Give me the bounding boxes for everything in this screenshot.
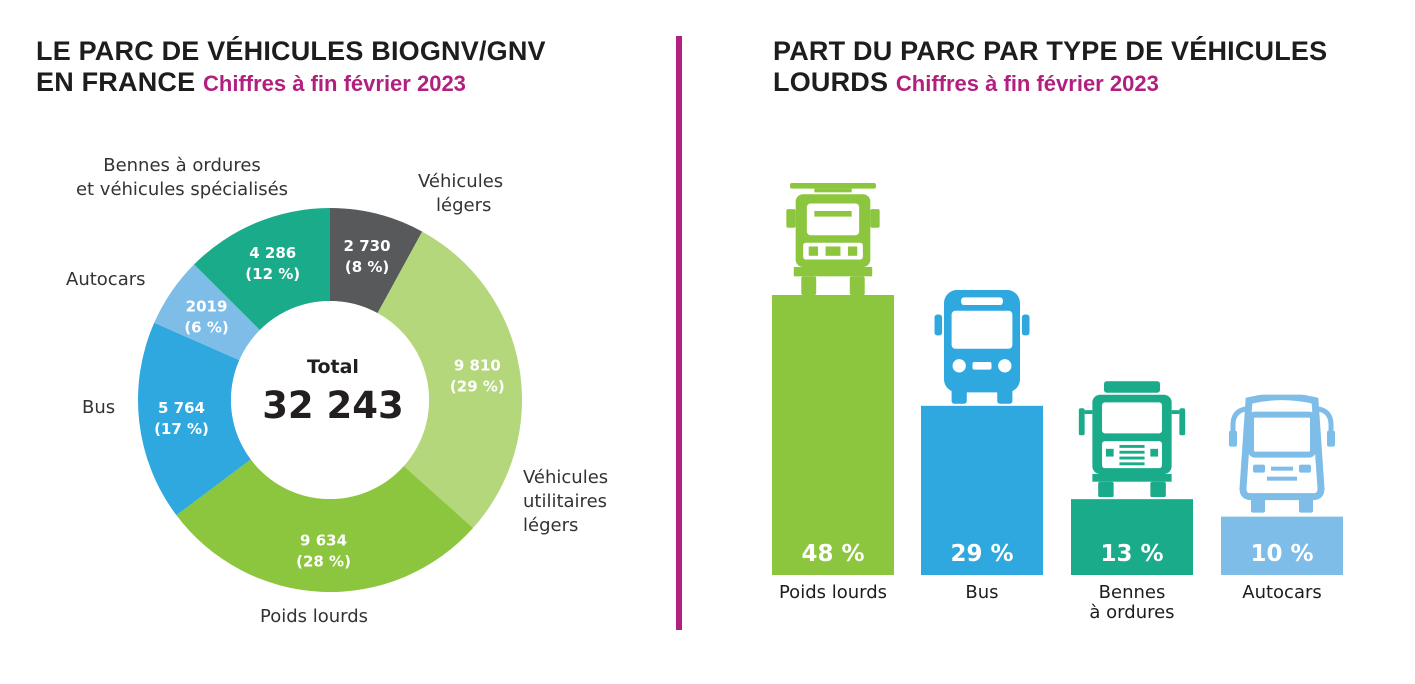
right-title-line2: LOURDS Chiffres à fin février 2023 [773,67,1333,99]
left-title-line2-main: EN FRANCE [36,67,196,97]
left-title-subtitle: Chiffres à fin février 2023 [203,71,466,96]
label-bennes: Bennes à ordures et véhicules spécialisé… [75,155,289,200]
donut-pct-label-bennes-a-ordures-et-vehicules-specialises: (12 %) [245,265,300,283]
garbage-truck-icon [1078,381,1186,498]
donut-value-label-bennes-a-ordures-et-vehicules-specialises: 4 286 [249,244,296,262]
bar-value-label-bus: 29 % [950,541,1013,567]
donut-slice-autocars [154,264,260,361]
donut-slice-vehicules-utilitaires-legers [377,231,522,529]
donut-center [231,301,429,499]
bar-category-label-poids-lourds: Poids lourds [758,583,908,603]
label-poids-lourds: Poids lourds [260,606,369,627]
bar-value-label-poids-lourds: 48 % [801,541,864,567]
donut-value-label-vehicules-utilitaires-legers: 9 810 [454,357,501,375]
donut-value-label-poids-lourds: 9 634 [300,531,347,549]
donut-pct-label-autocars: (6 %) [184,319,228,337]
donut-chart: 2 730 (8 %) 9 810 (29 %) 9 634 (28 %) 5 764 (17… [137,208,522,592]
label-vehicules-legers: Véhicules légers [418,171,504,216]
left-title-line2: EN FRANCE Chiffres à fin février 2023 [36,67,596,99]
coach-icon [1229,397,1335,513]
donut-pct-label-vehicules-utilitaires-legers: (29 %) [450,378,505,396]
bar-value-label-bennes-a-ordures: 13 % [1100,541,1163,567]
bar-value-label-autocars: 10 % [1250,541,1313,567]
truck-icon [786,183,880,295]
bar-poids-lourds [772,295,894,575]
donut-pct-label-bus: (17 %) [154,420,209,438]
bar-category-label-line: Autocars [1242,582,1322,603]
left-title-line1: LE PARC DE VÉHICULES BIOGNV/GNV [36,36,546,66]
donut-pct-label-vehicules-legers: (8 %) [345,258,389,276]
bar-category-label-line: Poids lourds [778,582,888,603]
bar-category-label-bus: Bus [907,583,1057,603]
label-autocars: Autocars [66,269,146,290]
donut-slice-bennes-a-ordures-et-vehicules-specialises [194,208,330,331]
donut-total-label: Total [307,356,359,378]
donut-slice-bus [137,322,251,516]
donut-pct-label-poids-lourds: (28 %) [296,552,351,570]
bar-category-label-line: Bennes [1098,582,1166,603]
right-title-line1: PART DU PARC PAR TYPE DE VÉHICULES [773,36,1328,66]
donut-value-label-autocars: 2019 [186,298,228,316]
bar-category-label-autocars: Autocars [1207,583,1357,603]
label-bus: Bus [82,397,116,418]
donut-value-label-vehicules-legers: 2 730 [344,237,391,255]
bar-category-label-line: Bus [965,582,999,603]
label-vehicules-utilitaires-legers: Véhicules utilitaires légers [523,467,609,536]
right-title-line2-main: LOURDS [773,67,889,97]
donut-total-value: 32 243 [262,384,404,427]
donut-slice-poids-lourds [176,459,474,592]
bar-bennes-a-ordures [1071,499,1193,575]
bus-icon [934,289,1030,404]
bar-category-label-line: à ordures [1089,602,1175,623]
bar-autocars [1221,516,1343,575]
section-divider [676,36,682,630]
right-title-subtitle: Chiffres à fin février 2023 [895,71,1159,96]
donut-slice-vehicules-legers [330,208,423,314]
right-chart-title: PART DU PARC PAR TYPE DE VÉHICULES LOURD… [773,36,1333,99]
left-chart-title: LE PARC DE VÉHICULES BIOGNV/GNV EN FRANC… [36,36,596,99]
bar-category-label-bennes-a-ordures: Bennes à ordures [1057,583,1207,623]
donut-value-label-bus: 5 764 [158,399,205,417]
bar-bus [921,405,1043,575]
